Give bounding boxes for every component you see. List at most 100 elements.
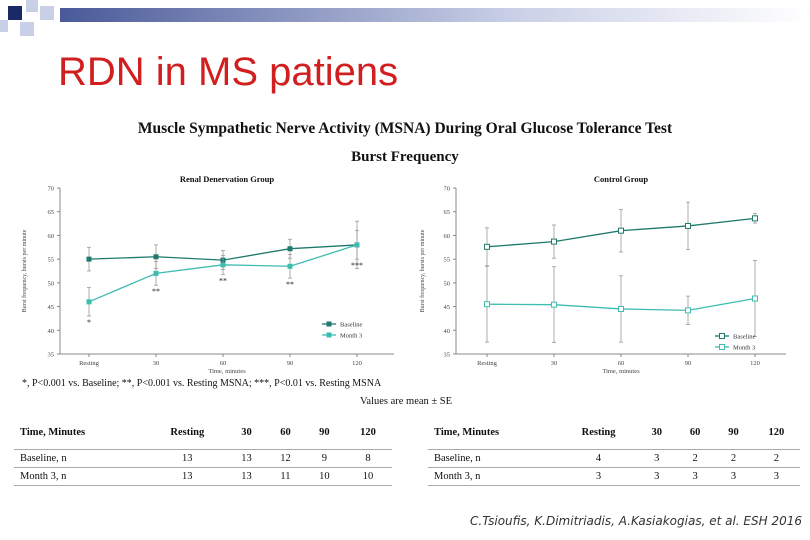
citation: C.Tsioufis, K.Dimitriadis, A.Kasiakogias…	[470, 514, 802, 528]
table-row: Month 3, n 3 3 3 3 3	[428, 467, 800, 486]
y-tick-label: 70	[444, 186, 451, 193]
data-point	[618, 227, 624, 234]
table-header-cell: 120	[752, 415, 800, 450]
y-tick-label: 55	[444, 257, 451, 264]
figure-subheading: Burst Frequency	[351, 149, 459, 165]
data-point	[153, 270, 159, 276]
legend-label: Month 3	[733, 345, 755, 352]
x-tick-label: 90	[685, 360, 692, 367]
table-cell: 13	[227, 449, 266, 468]
significance-footnote: *, P<0.001 vs. Baseline; **, P<0.001 vs.…	[22, 378, 382, 389]
legend-label: Baseline	[733, 334, 755, 341]
control-sample-size-table: Time, Minutes Resting 30 60 90 120 Basel…	[428, 415, 800, 486]
y-tick-label: 35	[444, 352, 451, 359]
table-header-cell: 60	[675, 415, 715, 450]
table-cell: 3	[675, 467, 715, 486]
y-tick-label: 35	[48, 352, 55, 359]
y-tick-label: 50	[48, 280, 55, 287]
table-cell: Baseline, n	[428, 449, 560, 468]
data-point	[220, 262, 226, 268]
data-point	[86, 256, 92, 262]
table-cell: 10	[343, 467, 392, 486]
table-cell: 13	[147, 449, 227, 468]
table-header-cell: 90	[714, 415, 753, 450]
chart-title: Renal Denervation Group	[180, 174, 275, 184]
table-cell: 2	[752, 449, 800, 468]
significance-marker: **	[152, 287, 160, 296]
table-header-cell: 120	[343, 415, 392, 450]
x-axis-label: Time, minutes	[208, 368, 246, 375]
y-tick-label: 70	[48, 186, 55, 193]
data-point	[354, 242, 360, 248]
table-cell: Month 3, n	[14, 467, 148, 486]
corner-decoration	[0, 0, 70, 40]
data-point	[153, 254, 159, 260]
legend-swatch-marker	[326, 332, 332, 338]
top-gradient-bar	[60, 8, 810, 22]
deco-square	[40, 6, 54, 20]
data-point	[551, 301, 557, 308]
x-tick-label: 30	[551, 360, 558, 367]
y-tick-label: 65	[444, 209, 451, 216]
data-point	[551, 238, 557, 245]
x-tick-label: 120	[352, 360, 362, 367]
x-tick-label: 90	[287, 360, 294, 367]
table-cell: Month 3, n	[428, 467, 560, 486]
table-header-cell: 30	[227, 415, 266, 450]
table-cell: 9	[304, 449, 344, 468]
legend-swatch-marker	[719, 344, 725, 350]
table-cell: 3	[559, 467, 638, 486]
data-point	[685, 222, 691, 229]
table-row: Month 3, n 13 13 11 10 10	[14, 467, 392, 486]
table-header-row: Time, Minutes Resting 30 60 90 120	[14, 415, 392, 450]
y-axis-label: Burst frequency, bursts per minute	[21, 229, 28, 312]
data-point	[287, 246, 293, 252]
rdn-sample-size-table: Time, Minutes Resting 30 60 90 120 Basel…	[14, 415, 392, 486]
y-tick-label: 50	[444, 280, 451, 287]
x-axis-label: Time, minutes	[602, 368, 640, 375]
legend-label: Baseline	[340, 322, 362, 329]
y-tick-label: 55	[48, 257, 55, 264]
data-point	[752, 295, 758, 302]
table-cell: 3	[637, 449, 676, 468]
y-tick-label: 40	[444, 328, 451, 335]
y-tick-label: 60	[444, 233, 451, 240]
renal-denervation-chart: Renal Denervation Group 35 40 45 50 55 60 65 70 R…	[21, 174, 394, 375]
values-note: Values are mean ± SE	[360, 396, 453, 407]
y-axis-label: Burst frequency, bursts per minute	[419, 229, 426, 312]
x-tick-label: 60	[618, 360, 625, 367]
x-tick-label: 30	[153, 360, 160, 367]
data-point	[86, 299, 92, 305]
x-tick-label: 120	[750, 360, 760, 367]
deco-square	[0, 20, 8, 32]
deco-square	[20, 22, 34, 36]
table-cell: 13	[147, 467, 227, 486]
table-cell: 3	[637, 467, 676, 486]
y-tick-label: 65	[48, 209, 55, 216]
table-cell: 2	[675, 449, 715, 468]
table-header-cell: Resting	[147, 415, 227, 450]
table-header-cell: Time, Minutes	[14, 415, 148, 450]
table-row: Baseline, n 13 13 12 9 8	[14, 449, 392, 468]
x-tick-label: Resting	[477, 360, 498, 367]
data-point	[752, 215, 758, 222]
table-cell: 2	[714, 449, 753, 468]
table-row: Baseline, n 4 3 2 2 2	[428, 449, 800, 468]
table-cell: 4	[559, 449, 638, 468]
table-header-cell: Resting	[559, 415, 638, 450]
table-header-cell: 30	[637, 415, 676, 450]
data-point	[484, 243, 490, 250]
significance-marker: ***	[351, 261, 363, 270]
y-tick-label: 40	[48, 328, 55, 335]
y-tick-label: 45	[48, 304, 55, 311]
x-tick-label: 60	[220, 360, 227, 367]
table-cell: 10	[304, 467, 344, 486]
table-header-cell: 90	[304, 415, 344, 450]
data-point	[287, 263, 293, 269]
table-cell: Baseline, n	[14, 449, 148, 468]
data-point	[618, 305, 624, 312]
table-cell: 8	[343, 449, 392, 468]
table-cell: 12	[265, 449, 305, 468]
table-header-cell: Time, Minutes	[428, 415, 560, 450]
data-point	[685, 307, 691, 314]
